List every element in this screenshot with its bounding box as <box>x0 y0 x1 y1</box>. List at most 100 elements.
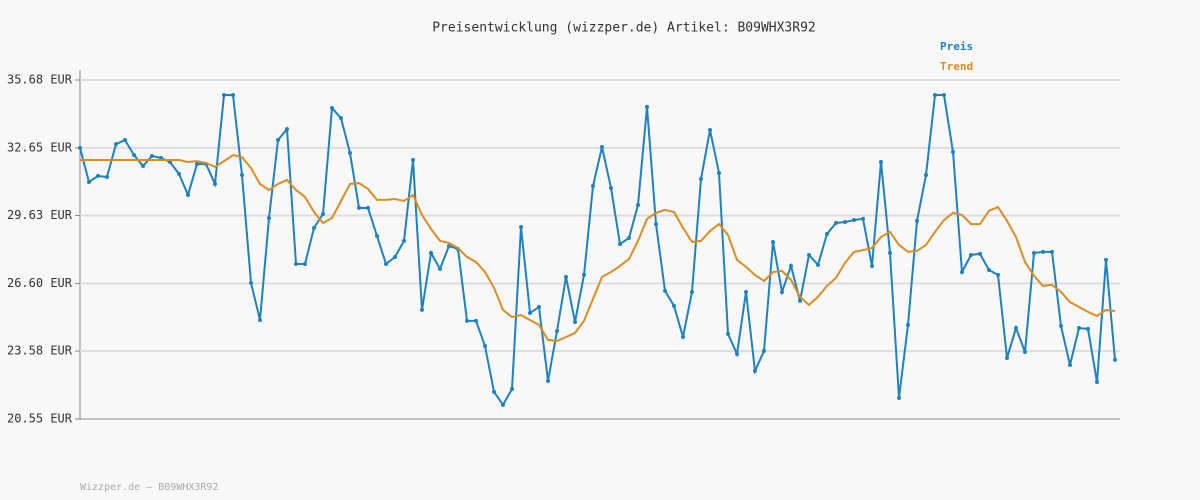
data-point <box>582 272 586 277</box>
y-tick-label: 35.68 EUR <box>7 73 73 87</box>
data-point <box>573 319 577 324</box>
data-point <box>1032 250 1036 255</box>
data-point <box>339 116 343 121</box>
data-point <box>708 127 712 132</box>
data-point <box>771 239 775 244</box>
data-point <box>447 244 451 249</box>
data-point <box>951 149 955 154</box>
data-point <box>870 263 874 268</box>
data-point <box>141 164 145 169</box>
chart-title: Preisentwicklung (wizzper.de) Artikel: B… <box>432 21 816 36</box>
data-point <box>519 224 523 229</box>
data-point <box>834 220 838 225</box>
y-tick-label: 20.55 EUR <box>7 412 73 426</box>
data-point <box>285 127 289 132</box>
data-point <box>402 238 406 243</box>
data-point <box>420 307 424 312</box>
data-point <box>627 235 631 240</box>
data-point <box>537 304 541 309</box>
data-point <box>699 177 703 182</box>
data-point <box>177 171 181 176</box>
data-point <box>357 205 361 210</box>
data-point <box>429 250 433 255</box>
data-point <box>645 104 649 109</box>
data-point <box>789 263 793 268</box>
data-point <box>87 179 91 184</box>
data-point <box>852 218 856 223</box>
data-point <box>303 261 307 266</box>
data-point <box>636 203 640 208</box>
data-point <box>726 331 730 336</box>
data-point <box>213 181 217 186</box>
data-point <box>384 261 388 266</box>
data-point <box>258 317 262 322</box>
data-point <box>105 175 109 180</box>
data-point <box>150 153 154 158</box>
data-point <box>1077 326 1081 331</box>
y-tick-label: 23.58 EUR <box>7 344 73 358</box>
data-point <box>312 225 316 230</box>
data-point <box>681 334 685 339</box>
data-point <box>942 93 946 98</box>
data-point <box>1041 249 1045 254</box>
data-point <box>1113 357 1117 362</box>
data-point <box>168 160 172 165</box>
data-point <box>510 386 514 391</box>
data-point <box>1068 363 1072 368</box>
data-point <box>366 205 370 210</box>
data-point <box>375 233 379 238</box>
data-point <box>897 395 901 400</box>
data-point <box>816 262 820 267</box>
data-point <box>798 298 802 303</box>
data-point <box>1023 350 1027 355</box>
data-point <box>294 261 298 266</box>
data-point <box>888 250 892 255</box>
data-point <box>96 173 100 178</box>
data-point <box>348 151 352 156</box>
data-point <box>969 252 973 257</box>
data-point <box>267 216 271 221</box>
y-tick-label: 26.60 EUR <box>7 276 73 290</box>
data-point <box>240 173 244 178</box>
data-point <box>861 216 865 221</box>
data-point <box>546 378 550 383</box>
data-point <box>1104 257 1108 262</box>
legend-label: Trend <box>940 60 973 73</box>
data-point <box>321 211 325 216</box>
data-point <box>807 252 811 257</box>
data-point <box>978 251 982 256</box>
data-point <box>1059 324 1063 329</box>
data-point <box>744 289 748 294</box>
data-point <box>987 268 991 273</box>
legend-label: Preis <box>940 40 973 53</box>
data-point <box>1050 249 1054 254</box>
y-tick-label: 32.65 EUR <box>7 140 73 154</box>
data-point <box>474 318 478 323</box>
data-point <box>132 153 136 158</box>
data-point <box>564 274 568 279</box>
data-point <box>483 343 487 348</box>
data-point <box>330 106 334 111</box>
data-point <box>960 270 964 275</box>
data-point <box>159 155 163 160</box>
data-point <box>618 242 622 247</box>
data-point <box>762 348 766 353</box>
data-point <box>249 280 253 285</box>
footer: Wizzper.de – B09WHX3R92 <box>80 482 218 493</box>
data-point <box>879 160 883 165</box>
data-point <box>717 170 721 175</box>
data-point <box>465 318 469 323</box>
y-tick-label: 29.63 EUR <box>7 208 73 222</box>
data-point <box>915 218 919 223</box>
data-point <box>1005 356 1009 361</box>
data-point <box>825 231 829 236</box>
data-point <box>654 222 658 227</box>
data-point <box>663 288 667 293</box>
data-point <box>222 93 226 98</box>
data-point <box>933 93 937 98</box>
data-point <box>195 162 199 167</box>
data-point <box>609 185 613 190</box>
